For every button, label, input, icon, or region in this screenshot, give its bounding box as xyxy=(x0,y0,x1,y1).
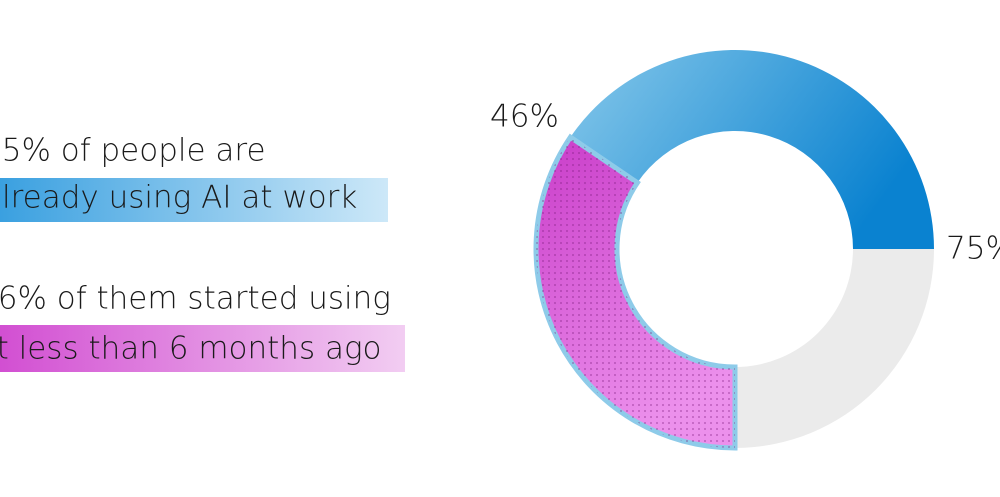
annotation: 75% of people are xyxy=(0,133,266,169)
annotation: it less than 6 months ago xyxy=(0,331,382,367)
highlight-band xyxy=(0,178,388,222)
dot-texture xyxy=(536,137,735,449)
value-label: 46% xyxy=(490,99,559,135)
annotation: already using AI at work xyxy=(0,180,357,216)
donut-remainder xyxy=(735,249,934,448)
value-label: 75% xyxy=(946,231,1000,267)
donut-segment xyxy=(570,50,934,249)
annotation: 46% of them started using xyxy=(0,281,391,317)
highlight-band xyxy=(0,325,405,372)
